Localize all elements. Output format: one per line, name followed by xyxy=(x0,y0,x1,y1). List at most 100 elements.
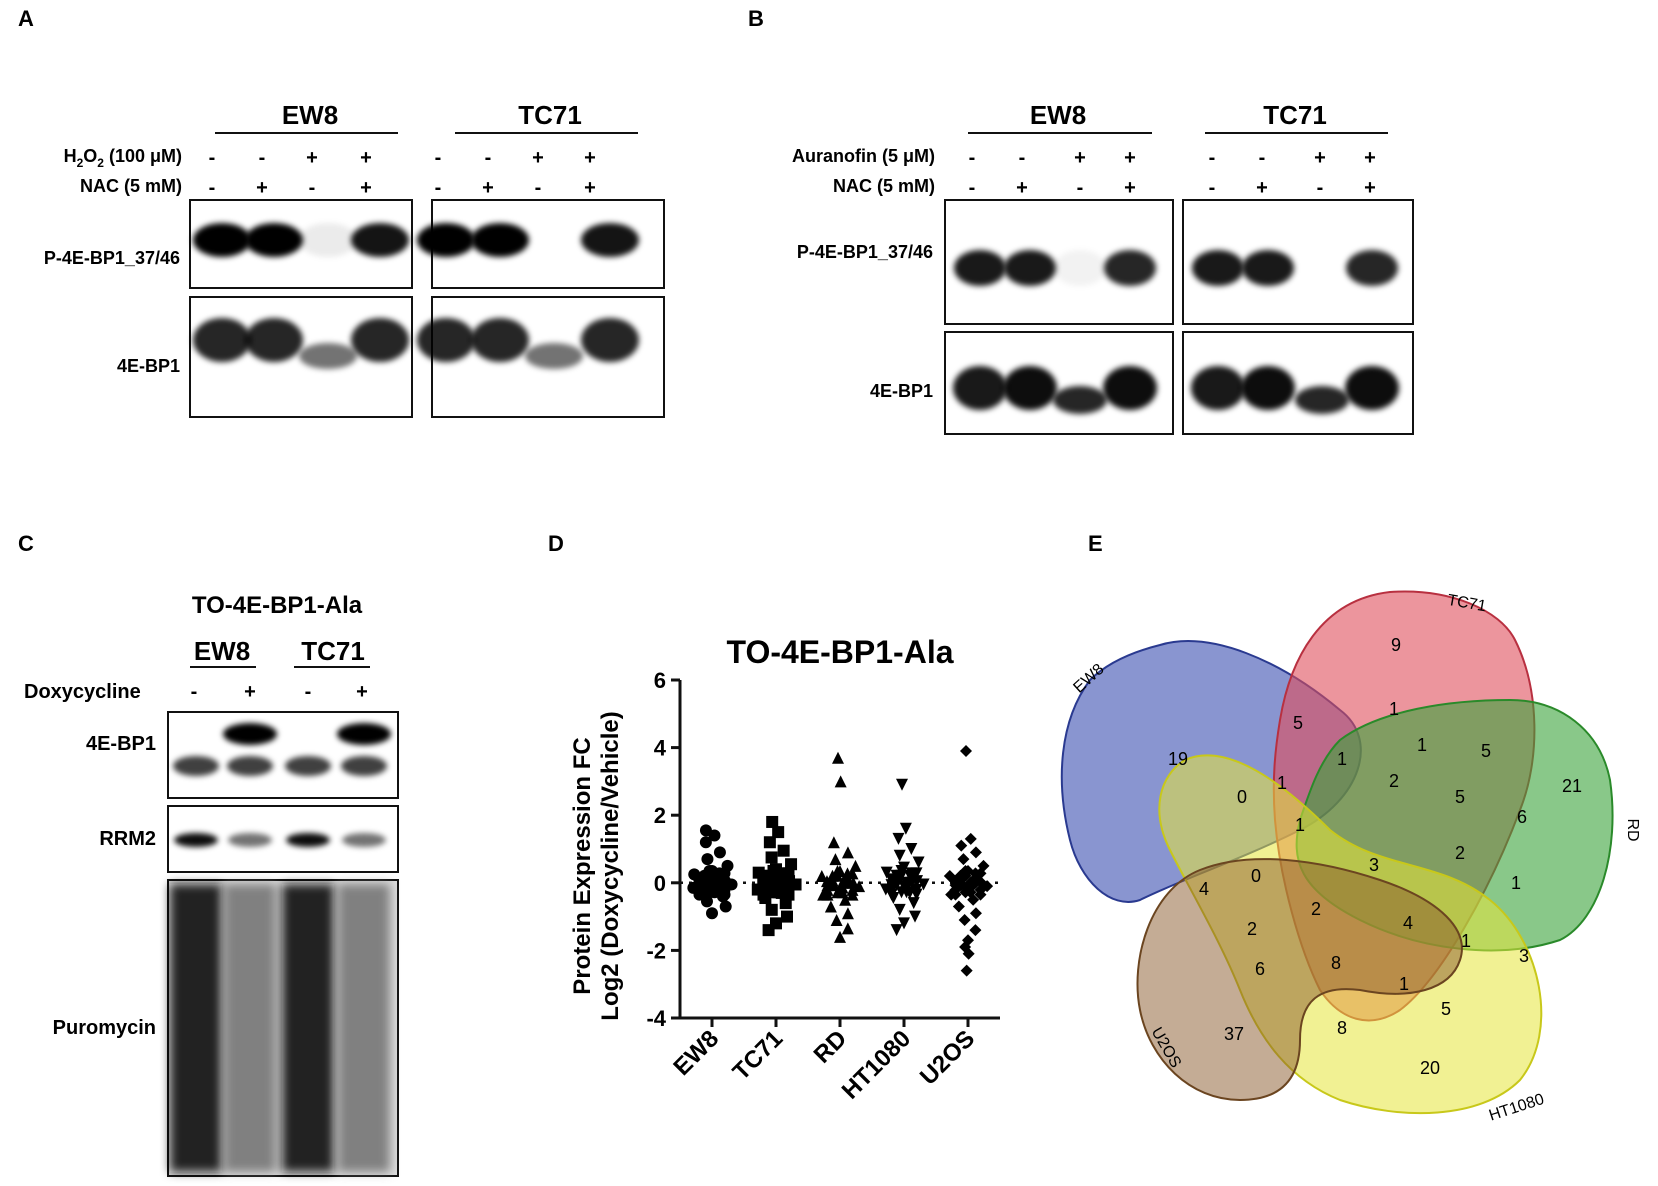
venn-count-region: 2 xyxy=(1455,843,1465,863)
treatment-sign: + xyxy=(256,177,268,199)
blot-band xyxy=(417,318,475,362)
data-point xyxy=(952,900,965,913)
data-point xyxy=(960,744,972,757)
venn-count-ew8-only: 19 xyxy=(1168,749,1188,769)
data-point xyxy=(694,886,707,899)
data-point xyxy=(708,829,721,842)
venn-count-region: 3 xyxy=(1519,946,1529,966)
data-point xyxy=(969,924,982,937)
venn-count-region: 1 xyxy=(1399,974,1409,994)
blot-band xyxy=(471,318,529,362)
venn-label-rd: RD xyxy=(1624,818,1641,841)
data-point xyxy=(962,864,974,877)
panel-a-group-ew8: EW8 xyxy=(282,100,338,130)
data-point xyxy=(945,888,958,901)
data-point xyxy=(824,900,837,913)
treatment-sign: - xyxy=(969,177,976,199)
panel-b-bands xyxy=(953,250,1399,414)
data-point xyxy=(725,878,738,891)
treatment-sign: + xyxy=(1364,177,1376,199)
data-point xyxy=(891,876,904,889)
treatment-sign: + xyxy=(306,147,318,169)
data-point xyxy=(969,907,982,920)
data-point xyxy=(834,864,846,877)
blot-band xyxy=(245,223,303,257)
y-tick-label: 2 xyxy=(654,803,666,828)
panel-d: D TO-4E-BP1-Ala Protein Expression FC Lo… xyxy=(548,531,1000,1105)
blot-band xyxy=(351,318,409,362)
blot-band xyxy=(1241,366,1295,410)
panel-a-letter: A xyxy=(18,6,34,31)
data-point xyxy=(815,870,828,883)
blot-band xyxy=(299,223,357,257)
data-point xyxy=(898,917,910,930)
data-point xyxy=(893,849,906,862)
data-point xyxy=(905,843,918,855)
data-point xyxy=(701,853,714,866)
data-point xyxy=(840,873,853,886)
data-point xyxy=(762,924,775,937)
data-point xyxy=(892,832,905,845)
venn-region-counts: 19 9 21 20 37 5 1 1 5 1 0 1 2 5 6 0 1 3 … xyxy=(1168,635,1582,1078)
puromycin-lane xyxy=(282,884,334,1172)
chart-ylabel-line2: Log2 (Doxycycline/Vehicle) xyxy=(597,711,624,1020)
panel-c-letter: C xyxy=(18,531,34,556)
panel-d-letter: D xyxy=(548,531,564,556)
venn-count-region: 6 xyxy=(1255,959,1265,979)
y-tick-label: -2 xyxy=(646,938,666,963)
data-point xyxy=(898,880,910,893)
data-point xyxy=(962,947,975,960)
blot-band xyxy=(285,756,331,776)
puromycin-lane xyxy=(338,884,390,1172)
treatment-sign: - xyxy=(1077,177,1084,199)
panel-c-group-ew8: EW8 xyxy=(194,636,250,666)
treatment-sign: + xyxy=(360,147,372,169)
treatment-sign: - xyxy=(485,147,492,169)
data-point xyxy=(846,883,859,896)
data-point xyxy=(911,875,924,888)
data-point xyxy=(955,839,968,852)
panel-a-bands xyxy=(193,223,639,369)
venn-count-region: 6 xyxy=(1517,807,1527,827)
data-point xyxy=(763,836,776,849)
blot-band xyxy=(525,343,583,369)
data-point xyxy=(721,859,734,872)
data-point xyxy=(917,878,930,891)
data-point xyxy=(841,846,854,859)
data-point xyxy=(904,870,917,883)
x-tick-label: TC71 xyxy=(728,1025,789,1086)
venn-count-region: 2 xyxy=(1311,899,1321,919)
puromycin-lane xyxy=(224,884,276,1172)
data-point xyxy=(832,751,844,764)
data-point xyxy=(834,930,846,943)
blot-band xyxy=(1003,366,1057,410)
chart-title: TO-4E-BP1-Ala xyxy=(726,634,953,670)
y-tick-label: 0 xyxy=(654,871,666,896)
data-point xyxy=(853,880,866,893)
data-point xyxy=(890,869,903,882)
data-point xyxy=(909,910,921,923)
venn-set-u2os xyxy=(1136,858,1463,1102)
data-point xyxy=(829,853,842,866)
venn-count-region: 1 xyxy=(1295,815,1305,835)
data-point xyxy=(958,913,971,926)
treatment-sign: + xyxy=(1256,177,1268,199)
treatment-sign: - xyxy=(305,681,312,703)
treatment-sign: + xyxy=(1074,147,1086,169)
panel-a-group-tc71: TC71 xyxy=(518,100,582,130)
treatment-sign: - xyxy=(209,147,216,169)
blot-band xyxy=(193,318,251,362)
treatment-sign: - xyxy=(1209,147,1216,169)
data-point xyxy=(775,886,788,899)
x-tick-label: U2OS xyxy=(915,1025,980,1090)
data-point xyxy=(719,900,732,913)
blot-band xyxy=(1054,250,1106,286)
data-point xyxy=(839,893,852,906)
data-point xyxy=(896,778,908,791)
blot-band xyxy=(1103,366,1157,410)
data-point xyxy=(777,844,790,857)
data-point xyxy=(830,913,843,926)
panel-b-treatment-auranofin-label: Auranofin (5 μM) xyxy=(792,146,935,166)
blot-band xyxy=(173,756,219,776)
